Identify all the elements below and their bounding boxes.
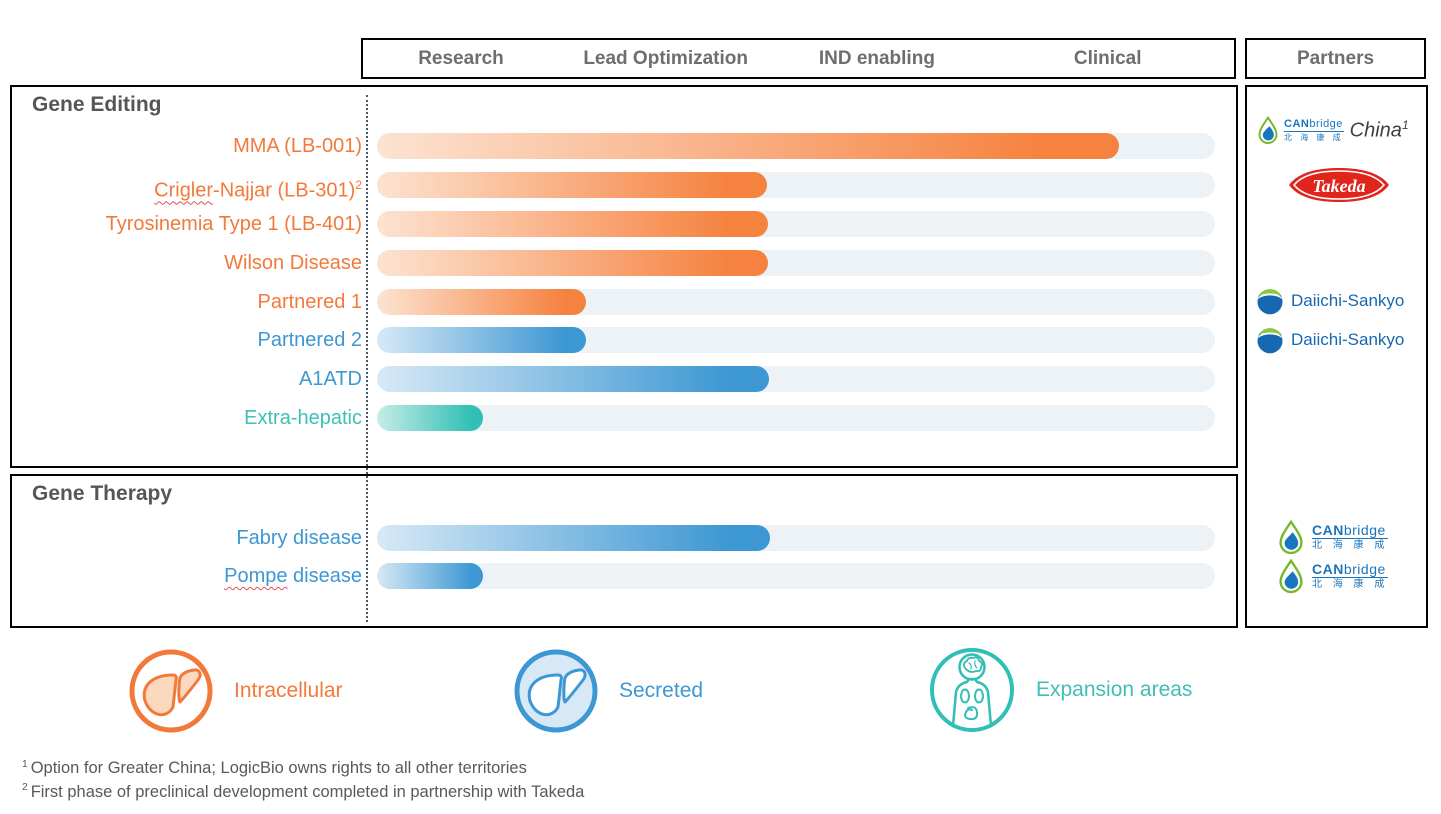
canbridge-droplet-icon [1258,115,1278,144]
progress-bar [377,525,771,551]
progress-bar [377,327,586,353]
gene-editing-title: Gene Editing [32,93,162,116]
stage-research: Research [418,47,504,69]
liver-icon [514,649,598,733]
stage-header: Research Lead Optimization IND enabling … [361,38,1236,79]
legend-expansion-areas: Expansion areas [928,646,1192,734]
progress-track [377,211,1215,237]
program-label: Wilson Disease [224,252,362,274]
legend-label: Secreted [619,679,704,702]
partner-daiichi-sankyo-2: Daiichi-Sankyo [1255,325,1404,355]
footnotes: 1 Option for Greater China; LogicBio owns… [22,757,584,805]
research-stage-divider-line [366,95,368,622]
canbridge-droplet-icon [1279,519,1303,555]
partner-takeda: Takeda [1285,166,1393,204]
row-wilson-disease: Wilson Disease [12,250,1236,276]
progress-track [377,405,1215,431]
gene-therapy-section: Gene Therapy Fabry disease Pompe disease [10,474,1238,628]
row-a1atd: A1ATD [12,366,1236,392]
partners-header: Partners [1245,38,1426,79]
row-partnered-2: Partnered 2 [12,327,1236,353]
row-crigler-najjar: Crigler-Najjar (LB-301)2 [12,172,1236,202]
progress-track [377,563,1215,589]
partner-canbridge-pompe: CANbridge 北 海 康 成 [1275,556,1389,596]
canbridge-logo-text: CANbridge 北 海 康 成 [1312,561,1389,590]
daiichi-sankyo-label: Daiichi-Sankyo [1291,330,1405,349]
partner-daiichi-sankyo-1: Daiichi-Sankyo [1255,286,1404,316]
canbridge-logo-text: CANbridge 北 海 康 成 [1312,522,1389,551]
row-partnered-1: Partnered 1 [12,289,1236,315]
daiichi-sankyo-logo-icon [1257,328,1283,354]
gene-therapy-title: Gene Therapy [32,482,173,505]
stage-clinical: Clinical [1073,47,1142,69]
progress-track [377,366,1215,392]
program-label: Tyrosinemia Type 1 (LB-401) [105,213,362,235]
footnote-1: 1 Option for Greater China; LogicBio owns… [22,758,527,778]
stage-lead-optimization: Lead Optimization [583,47,748,69]
daiichi-sankyo-logo-icon [1257,289,1283,315]
progress-track [377,250,1215,276]
body-brain-icon [930,648,1014,732]
daiichi-sankyo-label: Daiichi-Sankyo [1291,291,1405,310]
progress-bar [377,366,770,392]
row-extra-hepatic: Extra-hepatic [12,405,1236,431]
progress-track [377,525,1215,551]
progress-bar [377,289,586,315]
program-label: A1ATD [299,368,362,390]
program-label: Crigler-Najjar (LB-301)2 [154,178,362,202]
progress-bar [377,172,767,198]
row-pompe: Pompe disease [12,563,1236,589]
canbridge-logo-text: CANbridge 北 海 康 成 [1284,117,1344,142]
program-label: MMA (LB-001) [233,135,362,157]
legend-label: Expansion areas [1036,678,1193,701]
stage-ind-enabling: IND enabling [818,47,935,69]
progress-bar [377,211,769,237]
liver-icon [129,649,213,733]
progress-track [377,327,1215,353]
partners-column: CANbridge 北 海 康 成 China1 Takeda Daiichi-… [1245,85,1428,628]
progress-bar [377,405,484,431]
legend-intracellular: Intracellular [128,648,343,734]
progress-track [377,289,1215,315]
legend-secreted: Secreted [513,648,703,734]
row-fabry: Fabry disease [12,525,1236,551]
program-label: Extra-hepatic [244,407,362,429]
footnote-2: 2 First phase of preclinical development … [22,782,585,801]
progress-bar [377,563,484,589]
gene-editing-section: Gene Editing MMA (LB-001) Crigler-Najjar… [10,85,1238,468]
program-label: Partnered 2 [257,329,362,351]
progress-track [377,172,1215,198]
program-label: Partnered 1 [257,291,362,313]
progress-bar [377,133,1119,159]
row-tyrosinemia: Tyrosinemia Type 1 (LB-401) [12,211,1236,237]
takeda-logo: Takeda [1289,168,1389,202]
progress-bar [377,250,769,276]
canbridge-droplet-icon [1279,558,1303,594]
row-mma: MMA (LB-001) [12,133,1236,159]
program-label: Pompe disease [224,565,362,587]
china-territory-label: China1 [1349,117,1409,142]
partner-canbridge-fabry: CANbridge 北 海 康 成 [1275,517,1389,557]
svg-text:Takeda: Takeda [1312,176,1365,196]
partner-canbridge-china: CANbridge 北 海 康 成 China1 [1255,115,1409,145]
progress-track [377,133,1215,159]
legend-label: Intracellular [234,679,343,702]
program-label: Fabry disease [236,527,362,549]
